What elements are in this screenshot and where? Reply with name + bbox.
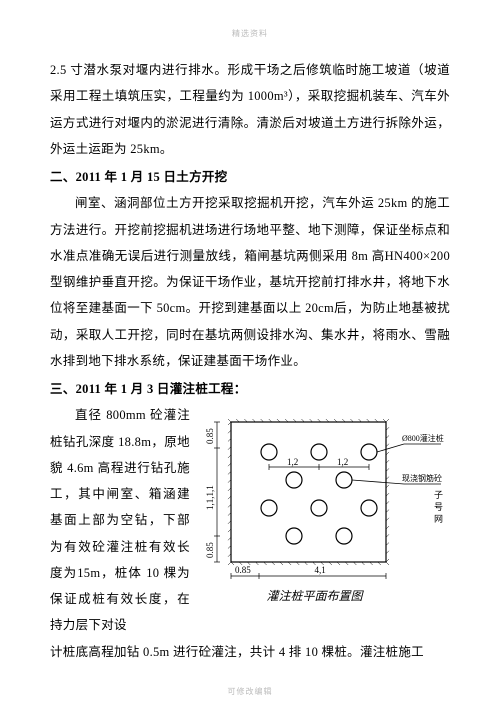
svg-text:灌注桩平面布置图: 灌注桩平面布置图 bbox=[267, 589, 365, 603]
paragraph-3-left: 直径 800mm 砼灌注桩钻孔深度 18.8m，原地貌 4.6m 高程进行钻孔施… bbox=[50, 402, 190, 638]
page-header: 精选资料 bbox=[50, 28, 450, 39]
paragraph-3-bottom: 计桩底高程加钻 0.5m 进行砼灌注，共计 4 排 10 棵桩。灌注桩施工 bbox=[50, 639, 450, 665]
svg-text:1,1,1,1: 1,1,1,1 bbox=[205, 486, 215, 511]
svg-text:4,1: 4,1 bbox=[315, 565, 326, 575]
section-3-row: 直径 800mm 砼灌注桩钻孔深度 18.8m，原地貌 4.6m 高程进行钻孔施… bbox=[50, 402, 450, 638]
diagram-container: Ø800灌注桩现浇钢筋砼子号网 1,2 1,2 0.85 1,1,1,1 0.85 0.85… bbox=[196, 402, 450, 618]
svg-text:号: 号 bbox=[434, 502, 443, 512]
svg-text:1,2: 1,2 bbox=[287, 457, 298, 467]
svg-text:0.85: 0.85 bbox=[235, 565, 251, 575]
heading-3: 三、2011 年 1 月 3 日灌注桩工程： bbox=[50, 376, 450, 402]
heading-2: 二、2011 年 1 月 15 日土方开挖 bbox=[50, 164, 450, 190]
svg-text:0.85: 0.85 bbox=[205, 428, 215, 444]
page-footer: 可修改编辑 bbox=[0, 686, 500, 697]
paragraph-1: 2.5 寸潜水泵对堰内进行排水。形成干场之后修筑临时施工坡道（坡道采用工程土填筑… bbox=[50, 57, 450, 162]
svg-text:1,2: 1,2 bbox=[337, 457, 348, 467]
svg-text:现浇钢筋砼: 现浇钢筋砼 bbox=[402, 473, 442, 483]
section-3-text: 直径 800mm 砼灌注桩钻孔深度 18.8m，原地貌 4.6m 高程进行钻孔施… bbox=[50, 402, 190, 638]
svg-text:Ø800灌注桩: Ø800灌注桩 bbox=[402, 433, 444, 443]
svg-text:0.85: 0.85 bbox=[205, 542, 215, 558]
svg-text:子: 子 bbox=[434, 490, 443, 500]
pile-layout-diagram: Ø800灌注桩现浇钢筋砼子号网 1,2 1,2 0.85 1,1,1,1 0.85 0.85… bbox=[196, 408, 446, 618]
paragraph-2: 闸室、涵洞部位土方开挖采取挖掘机开挖，汽车外运 25km 的施工方法进行。开挖前… bbox=[50, 190, 450, 374]
svg-text:网: 网 bbox=[434, 514, 443, 524]
